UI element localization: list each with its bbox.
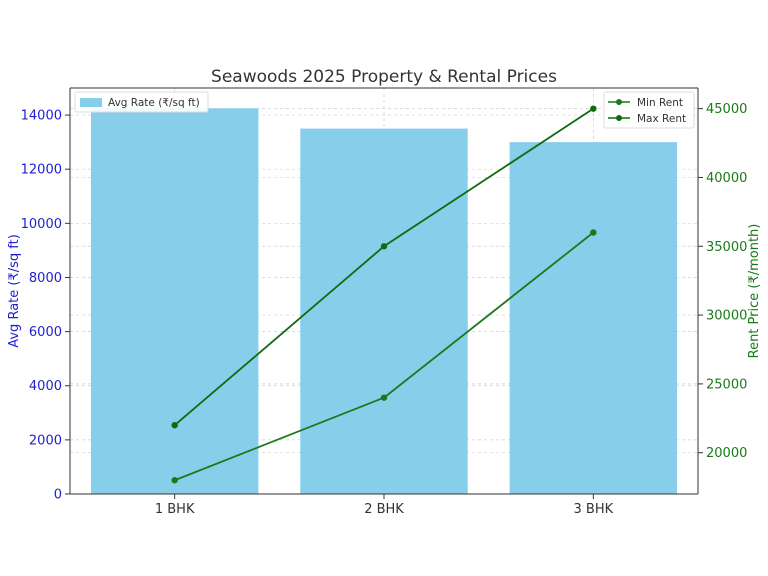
point-min-rent [380, 394, 388, 401]
legend-min-rent-label: Min Rent [637, 97, 683, 109]
bars-layer [90, 108, 678, 495]
x-tick-label: 3 BHK [574, 502, 614, 517]
ticks-layer: 0 2000 4000 6000 8000 10000 12000 14000 20000 250… [21, 102, 748, 517]
point-max-rent [590, 105, 597, 112]
right-axis-title: Rent Price (₹/month) [747, 224, 762, 359]
left-tick-label: 12000 [21, 163, 62, 178]
left-tick-label: 2000 [29, 433, 62, 448]
point-max-rent [380, 243, 388, 250]
right-tick-label: 30000 [706, 309, 747, 324]
legend-max-rent-label: Max Rent [637, 113, 686, 125]
lines-layer [171, 105, 597, 484]
legend-min-rent-marker [616, 99, 622, 105]
point-min-rent [590, 229, 597, 236]
left-tick-label: 4000 [29, 379, 62, 394]
right-tick-label: 35000 [706, 240, 747, 255]
legend-left-box [74, 91, 209, 113]
right-tick-label: 40000 [706, 171, 747, 186]
legend-left: Avg Rate (₹/sq ft) [74, 91, 209, 113]
x-tick-label: 2 BHK [364, 502, 404, 517]
legend-right-box [603, 91, 695, 129]
left-tick-label: 6000 [29, 325, 62, 340]
point-max-rent [171, 421, 178, 429]
bar-1-bhk [90, 108, 259, 495]
x-tick-label: 1 BHK [155, 502, 195, 517]
right-tick-label: 20000 [706, 446, 747, 461]
right-tick-label: 45000 [706, 102, 747, 117]
right-tick-label: 25000 [706, 377, 747, 392]
left-tick-label: 14000 [21, 109, 62, 124]
legend-right: Min Rent Max Rent [603, 91, 695, 129]
bar-2-bhk [300, 128, 468, 494]
chart-title: Seawoods 2025 Property & Rental Prices [211, 67, 557, 87]
legend-bar-swatch [80, 98, 102, 107]
legend-bar-label: Avg Rate (₹/sq ft) [108, 97, 200, 109]
legend-max-rent-marker [616, 115, 622, 121]
left-axis-title: Avg Rate (₹/sq ft) [7, 234, 22, 348]
left-tick-label: 0 [54, 488, 62, 503]
left-tick-label: 10000 [21, 217, 62, 232]
point-min-rent [171, 477, 178, 484]
bar-3-bhk [509, 142, 678, 494]
left-tick-label: 8000 [29, 271, 62, 286]
